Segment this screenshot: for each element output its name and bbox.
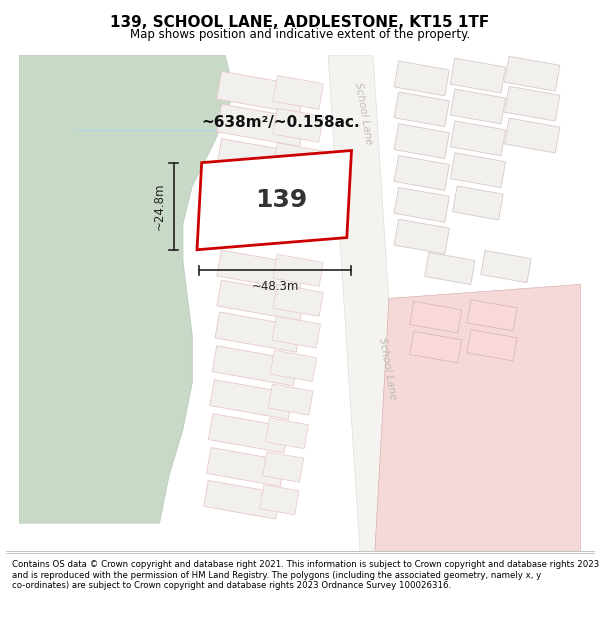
Polygon shape xyxy=(212,346,298,386)
Polygon shape xyxy=(467,329,517,361)
Text: ~638m²/~0.158ac.: ~638m²/~0.158ac. xyxy=(202,115,361,130)
Polygon shape xyxy=(270,350,317,382)
Text: ~48.3m: ~48.3m xyxy=(251,280,299,292)
Polygon shape xyxy=(273,76,323,109)
Polygon shape xyxy=(273,254,323,286)
Polygon shape xyxy=(394,188,449,222)
Polygon shape xyxy=(217,104,305,146)
Polygon shape xyxy=(394,124,449,159)
Polygon shape xyxy=(217,139,305,181)
Polygon shape xyxy=(375,284,581,551)
Polygon shape xyxy=(410,331,462,363)
Polygon shape xyxy=(467,300,517,331)
Polygon shape xyxy=(394,156,449,191)
Polygon shape xyxy=(19,55,235,523)
Polygon shape xyxy=(273,284,323,316)
Polygon shape xyxy=(505,56,560,91)
Polygon shape xyxy=(394,92,449,127)
Text: Contains OS data © Crown copyright and database right 2021. This information is : Contains OS data © Crown copyright and d… xyxy=(12,560,599,590)
Polygon shape xyxy=(273,108,323,142)
Polygon shape xyxy=(260,484,299,515)
Polygon shape xyxy=(210,380,293,419)
Text: ~24.8m: ~24.8m xyxy=(153,182,166,230)
Polygon shape xyxy=(481,251,531,282)
Polygon shape xyxy=(425,253,475,284)
Polygon shape xyxy=(452,186,503,220)
Text: School Lane: School Lane xyxy=(377,337,397,401)
Polygon shape xyxy=(328,55,405,551)
Polygon shape xyxy=(217,250,304,291)
Polygon shape xyxy=(204,481,280,519)
Polygon shape xyxy=(410,301,462,333)
Polygon shape xyxy=(215,312,301,352)
Polygon shape xyxy=(505,86,560,121)
Polygon shape xyxy=(263,452,304,482)
Polygon shape xyxy=(450,121,506,156)
Polygon shape xyxy=(217,71,305,114)
Polygon shape xyxy=(217,280,304,321)
Polygon shape xyxy=(217,173,305,215)
Text: School Lane: School Lane xyxy=(353,81,374,145)
Polygon shape xyxy=(450,58,506,93)
Polygon shape xyxy=(265,418,308,449)
Polygon shape xyxy=(197,151,352,250)
Polygon shape xyxy=(394,219,449,254)
Polygon shape xyxy=(505,118,560,153)
Polygon shape xyxy=(206,448,285,486)
Text: 139: 139 xyxy=(255,188,307,212)
Text: 139, SCHOOL LANE, ADDLESTONE, KT15 1TF: 139, SCHOOL LANE, ADDLESTONE, KT15 1TF xyxy=(110,16,490,31)
Polygon shape xyxy=(394,61,449,96)
Text: Map shows position and indicative extent of the property.: Map shows position and indicative extent… xyxy=(130,28,470,41)
Polygon shape xyxy=(272,316,320,348)
Polygon shape xyxy=(273,177,323,211)
Polygon shape xyxy=(208,414,289,453)
Polygon shape xyxy=(268,384,313,415)
Polygon shape xyxy=(273,143,323,177)
Polygon shape xyxy=(450,89,506,124)
Polygon shape xyxy=(450,152,506,188)
